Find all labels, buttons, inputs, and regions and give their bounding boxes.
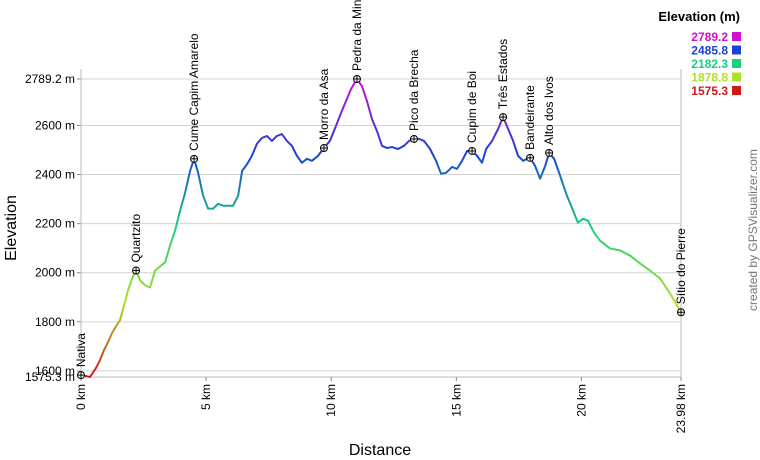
- y-tick-label: 2200 m: [35, 217, 75, 231]
- waypoint: Cume Capim Amarelo: [187, 33, 201, 163]
- waypoint: Quartzito: [129, 214, 143, 275]
- waypoint-label: Três Estados: [496, 39, 510, 109]
- legend-title: Elevation (m): [658, 9, 740, 24]
- waypoint-label: Pedra da Mina: [350, 0, 364, 71]
- legend-swatch: [732, 72, 741, 82]
- waypoint: Pico da Brecha: [407, 49, 421, 143]
- legend-swatch: [732, 45, 741, 55]
- y-axis-title: Elevation: [3, 195, 20, 261]
- waypoint: Nativa: [74, 333, 88, 380]
- legend-swatch: [732, 32, 741, 41]
- x-tick-label: 15 km: [449, 384, 463, 417]
- y-tick-label: 2400 m: [35, 168, 75, 182]
- x-tick-label: 10 km: [324, 384, 338, 417]
- waypoint: Cupim de Boi: [465, 71, 479, 155]
- y-tick-label: 1575.3 m: [25, 370, 75, 384]
- waypoint: Alto dos Ivos: [542, 76, 556, 157]
- waypoint-label: Sítio do Pierre: [674, 228, 688, 304]
- watermark: created by GPSVisualizer.com: [746, 149, 760, 311]
- elevation-line: [80, 78, 682, 378]
- x-tick-label: 0 km: [74, 384, 88, 410]
- waypoint: Sítio do Pierre: [674, 228, 688, 317]
- waypoint-label: Cume Capim Amarelo: [187, 33, 201, 151]
- waypoint: Três Estados: [496, 39, 510, 122]
- legend-label: 1575.3: [691, 84, 728, 98]
- y-tick-label: 1600 m: [35, 364, 75, 378]
- waypoint-label: Bandeirante: [523, 85, 537, 150]
- x-axis-title: Distance: [349, 442, 411, 459]
- x-tick-label: 23.98 km: [674, 384, 688, 433]
- waypoint: Morro da Asa: [317, 68, 331, 153]
- waypoint-label: Pico da Brecha: [407, 49, 421, 131]
- x-tick-label: 20 km: [574, 384, 588, 417]
- legend-label: 2485.8: [691, 44, 728, 58]
- legend-swatch: [732, 59, 741, 68]
- y-tick-label: 2600 m: [35, 118, 75, 132]
- legend-swatch: [732, 86, 741, 95]
- waypoint: Bandeirante: [523, 85, 537, 162]
- waypoint-label: Morro da Asa: [317, 68, 331, 140]
- y-tick-label: 2000 m: [35, 266, 75, 280]
- waypoint-label: Alto dos Ivos: [542, 76, 556, 145]
- waypoint-label: Nativa: [74, 333, 88, 367]
- legend-label: 2789.2: [691, 30, 728, 44]
- y-tick-label: 2789.2 m: [25, 72, 75, 86]
- legend-label: 1878.8: [691, 71, 728, 85]
- waypoint: Pedra da Mina: [350, 0, 364, 83]
- x-tick-label: 5 km: [199, 384, 213, 410]
- waypoint-label: Cupim de Boi: [465, 71, 479, 143]
- waypoint-label: Quartzito: [129, 214, 143, 263]
- y-tick-label: 1800 m: [35, 315, 75, 329]
- legend-label: 2182.3: [691, 57, 728, 71]
